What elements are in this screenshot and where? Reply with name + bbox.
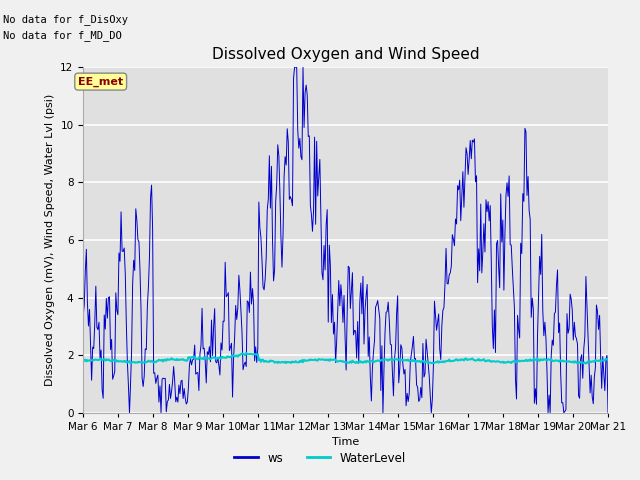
WaterLevel	[331, 357, 339, 362]
Y-axis label: Dissolved Oxygen (mV), Wind Speed, Water Lvl (psi): Dissolved Oxygen (mV), Wind Speed, Water…	[45, 94, 54, 386]
WaterLevel	[594, 358, 602, 364]
WaterLevel	[243, 350, 250, 356]
ws	[594, 309, 602, 314]
WaterLevel	[394, 357, 401, 362]
WaterLevel	[511, 359, 519, 365]
ws	[291, 64, 298, 70]
ws	[79, 312, 87, 318]
Title: Dissolved Oxygen and Wind Speed: Dissolved Oxygen and Wind Speed	[212, 47, 479, 62]
ws	[125, 410, 133, 416]
ws	[334, 307, 342, 313]
WaterLevel	[365, 359, 373, 365]
X-axis label: Time: Time	[332, 437, 359, 447]
ws	[365, 334, 373, 340]
ws	[331, 319, 339, 325]
Line: ws: ws	[83, 67, 608, 413]
Text: No data for f_MD_DO: No data for f_MD_DO	[3, 30, 122, 41]
ws	[394, 293, 401, 299]
Legend: ws, WaterLevel: ws, WaterLevel	[229, 447, 411, 469]
WaterLevel	[127, 360, 134, 366]
ws	[511, 376, 519, 382]
WaterLevel	[79, 359, 87, 365]
Line: WaterLevel: WaterLevel	[83, 353, 608, 363]
WaterLevel	[334, 359, 342, 364]
Text: EE_met: EE_met	[78, 76, 124, 87]
WaterLevel	[604, 357, 612, 363]
ws	[604, 410, 612, 416]
Text: No data for f_DisOxy: No data for f_DisOxy	[3, 13, 128, 24]
